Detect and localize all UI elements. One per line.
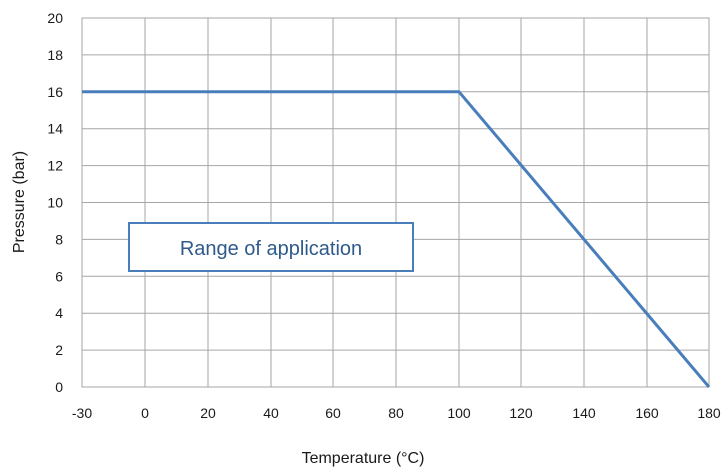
x-tick-label: 80 [388,405,404,421]
y-axis-label: Pressure (bar) [11,151,28,253]
y-tick-label: 6 [55,268,63,284]
annotation-text: Range of application [180,238,362,260]
x-tick-label: -30 [72,405,92,421]
x-tick-label: 60 [325,405,341,421]
y-tick-label: 4 [55,305,63,321]
x-tick-labels: -30 0 20 40 60 80 100 120 140 160 180 [72,405,721,421]
y-tick-label: 20 [47,10,63,26]
x-tick-label: 140 [572,405,596,421]
y-tick-label: 10 [47,195,63,211]
x-tick-label: 120 [509,405,533,421]
x-tick-label: 100 [447,405,471,421]
y-tick-label: 0 [55,379,63,395]
range-of-application-box: Range of application [129,223,413,271]
y-tick-labels: 0 2 4 6 8 10 12 14 16 18 20 [47,10,63,395]
x-tick-label: 40 [263,405,279,421]
x-tick-label: 20 [200,405,216,421]
x-tick-label: 0 [141,405,149,421]
x-axis-label: Temperature (°C) [302,450,425,467]
y-tick-label: 18 [47,47,63,63]
y-tick-label: 8 [55,231,63,247]
y-tick-label: 12 [47,158,63,174]
grid [82,18,709,387]
x-tick-label: 180 [697,405,721,421]
x-tick-label: 160 [635,405,659,421]
y-tick-label: 16 [47,84,63,100]
y-tick-label: 2 [55,342,63,358]
y-tick-label: 14 [47,121,63,137]
